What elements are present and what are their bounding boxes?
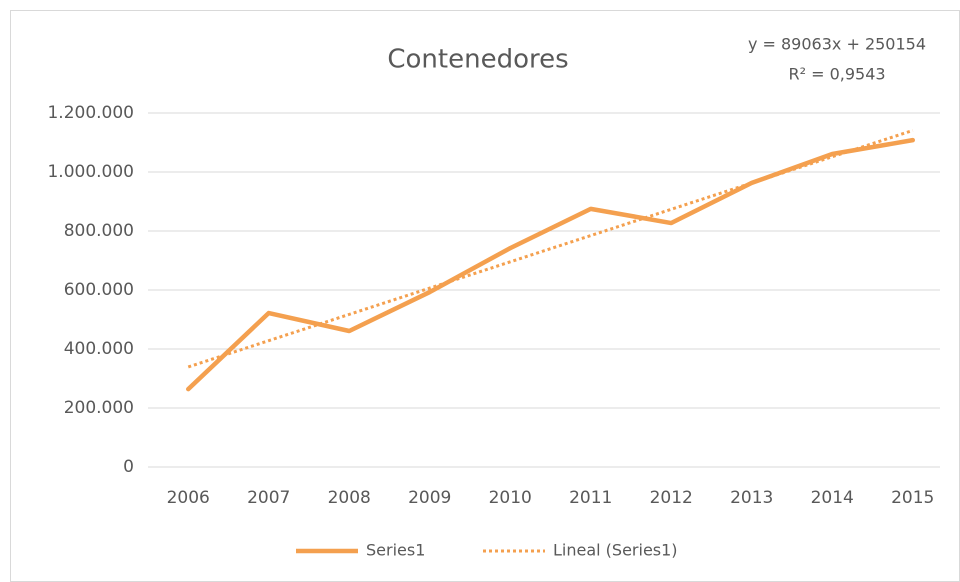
x-tick-label: 2006 xyxy=(167,488,210,508)
x-tick-label: 2007 xyxy=(247,488,290,508)
x-tick-label: 2011 xyxy=(569,488,612,508)
x-tick-label: 2015 xyxy=(891,488,934,508)
legend-label: Lineal (Series1) xyxy=(553,541,678,560)
data-line xyxy=(186,137,915,392)
y-tick-label: 1.000.000 xyxy=(47,162,134,182)
x-tick-label: 2009 xyxy=(408,488,451,508)
y-tick-label: 600.000 xyxy=(64,280,134,300)
x-tick-label: 2014 xyxy=(811,488,854,508)
chart-title: Contenedores xyxy=(387,45,568,75)
x-tick-label: 2013 xyxy=(730,488,773,508)
x-tick-label: 2012 xyxy=(650,488,693,508)
y-tick-label: 0 xyxy=(123,457,134,477)
chart-border xyxy=(10,10,960,582)
y-tick-label: 400.000 xyxy=(64,339,134,359)
trend-equation: y = 89063x + 250154 xyxy=(748,35,926,54)
trend-line xyxy=(187,129,914,369)
y-tick-label: 200.000 xyxy=(64,398,134,418)
y-tick-label: 1.200.000 xyxy=(47,103,134,123)
x-tick-label: 2008 xyxy=(328,488,371,508)
y-tick-label: 800.000 xyxy=(64,221,134,241)
trend-r2: R² = 0,9543 xyxy=(788,65,885,84)
x-tick-label: 2010 xyxy=(489,488,532,508)
legend-label: Series1 xyxy=(366,541,425,560)
